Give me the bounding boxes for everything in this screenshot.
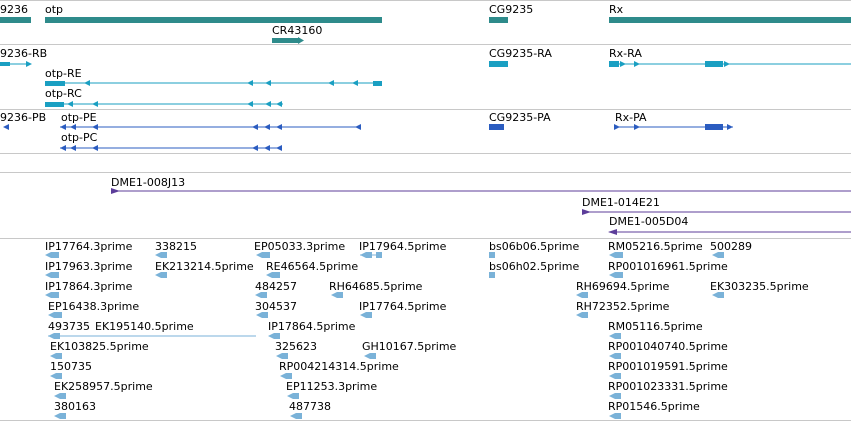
transcript-label-otp-re[interactable]: otp-RE	[45, 67, 82, 80]
track-separator	[0, 109, 851, 110]
est-label[interactable]: RP001040740.5prime	[608, 340, 728, 353]
gene-label-otp[interactable]: otp	[45, 3, 64, 16]
gene-feature-rx[interactable]	[609, 17, 851, 23]
est-label[interactable]: RM05116.5prime	[608, 320, 703, 333]
est-label[interactable]: EP16438.3prime	[48, 300, 140, 313]
transcript-track-graphics	[0, 61, 851, 107]
est-label[interactable]: EK213214.5prime	[155, 260, 254, 273]
est-label[interactable]: 380163	[54, 400, 96, 413]
est-label[interactable]: EP11253.3prime	[286, 380, 378, 393]
est-label[interactable]: EK258957.5prime	[54, 380, 153, 393]
est-label[interactable]: RM05216.5prime	[608, 240, 703, 253]
est-label[interactable]: RH69694.5prime	[576, 280, 670, 293]
clone-label-dme1-008j13[interactable]: DME1-008J13	[111, 176, 186, 189]
est-label[interactable]: IP17764.5prime	[359, 300, 447, 313]
gene-label-9236[interactable]: 9236	[0, 3, 28, 16]
est-label[interactable]: RP001016961.5prime	[608, 260, 728, 273]
transcript-label-rx-ra[interactable]: Rx-RA	[609, 47, 642, 60]
protein-label-otp-pe[interactable]: otp-PE	[61, 111, 97, 124]
est-label[interactable]: EP05033.3prime	[254, 240, 346, 253]
track-separator	[0, 238, 851, 239]
clone-label-dme1-014e21[interactable]: DME1-014E21	[582, 196, 660, 209]
est-label[interactable]: 493735	[48, 320, 90, 333]
protein-label-9236-pb[interactable]: 9236-PB	[0, 111, 47, 124]
gene-feature-9236[interactable]	[0, 17, 31, 23]
clone-track-graphics	[111, 188, 851, 235]
est-label[interactable]: bs06b06.5prime	[489, 240, 580, 253]
est-label[interactable]: EK195140.5prime	[95, 320, 194, 333]
est-label[interactable]: RP001019591.5prime	[608, 360, 728, 373]
transcript-label-9236-rb[interactable]: 9236-RB	[0, 47, 48, 60]
est-label[interactable]: IP17864.5prime	[268, 320, 356, 333]
track-separator	[0, 172, 851, 173]
est-label[interactable]: 150735	[50, 360, 92, 373]
est-label[interactable]: 487738	[289, 400, 331, 413]
gene-label-rx[interactable]: Rx	[609, 3, 624, 16]
est-label[interactable]: IP17963.3prime	[45, 260, 133, 273]
gene-label-cg9235[interactable]: CG9235	[489, 3, 534, 16]
est-label[interactable]: bs06h02.5prime	[489, 260, 580, 273]
gene-label-cr43160[interactable]: CR43160	[272, 24, 323, 37]
est-label[interactable]: 500289	[710, 240, 752, 253]
track-separator	[0, 153, 851, 154]
est-label[interactable]: IP17764.3prime	[45, 240, 133, 253]
gene-feature-cr43160[interactable]	[272, 38, 300, 43]
clone-label-dme1-005d04[interactable]: DME1-005D04	[609, 215, 689, 228]
track-separator	[0, 44, 851, 45]
est-label[interactable]: RE46564.5prime	[266, 260, 359, 273]
track-separator	[0, 0, 851, 1]
est-label[interactable]: RH64685.5prime	[329, 280, 423, 293]
est-label[interactable]: 338215	[155, 240, 197, 253]
est-label[interactable]: EK303235.5prime	[710, 280, 809, 293]
est-label[interactable]: RH72352.5prime	[576, 300, 670, 313]
protein-label-cg9235-pa[interactable]: CG9235-PA	[489, 111, 551, 124]
est-label[interactable]: 304537	[255, 300, 297, 313]
est-label[interactable]: IP17964.5prime	[359, 240, 447, 253]
gene-feature-cg9235[interactable]	[489, 17, 508, 23]
transcript-label-otp-rc[interactable]: otp-RC	[45, 87, 82, 100]
est-label[interactable]: IP17864.3prime	[45, 280, 133, 293]
est-label[interactable]: RP001023331.5prime	[608, 380, 728, 393]
protein-label-rx-pa[interactable]: Rx-PA	[615, 111, 647, 124]
protein-track-graphics	[3, 124, 733, 151]
est-label[interactable]: 484257	[255, 280, 297, 293]
protein-label-otp-pc[interactable]: otp-PC	[61, 131, 98, 144]
est-label[interactable]: EK103825.5prime	[50, 340, 149, 353]
est-label[interactable]: 325623	[275, 340, 317, 353]
est-label[interactable]: RP01546.5prime	[608, 400, 700, 413]
direction-arrow	[298, 37, 304, 44]
transcript-label-cg9235-ra[interactable]: CG9235-RA	[489, 47, 552, 60]
est-label[interactable]: RP004214314.5prime	[279, 360, 399, 373]
est-track-graphics	[45, 252, 724, 419]
gene-feature-otp[interactable]	[45, 17, 382, 23]
est-label[interactable]: GH10167.5prime	[362, 340, 457, 353]
